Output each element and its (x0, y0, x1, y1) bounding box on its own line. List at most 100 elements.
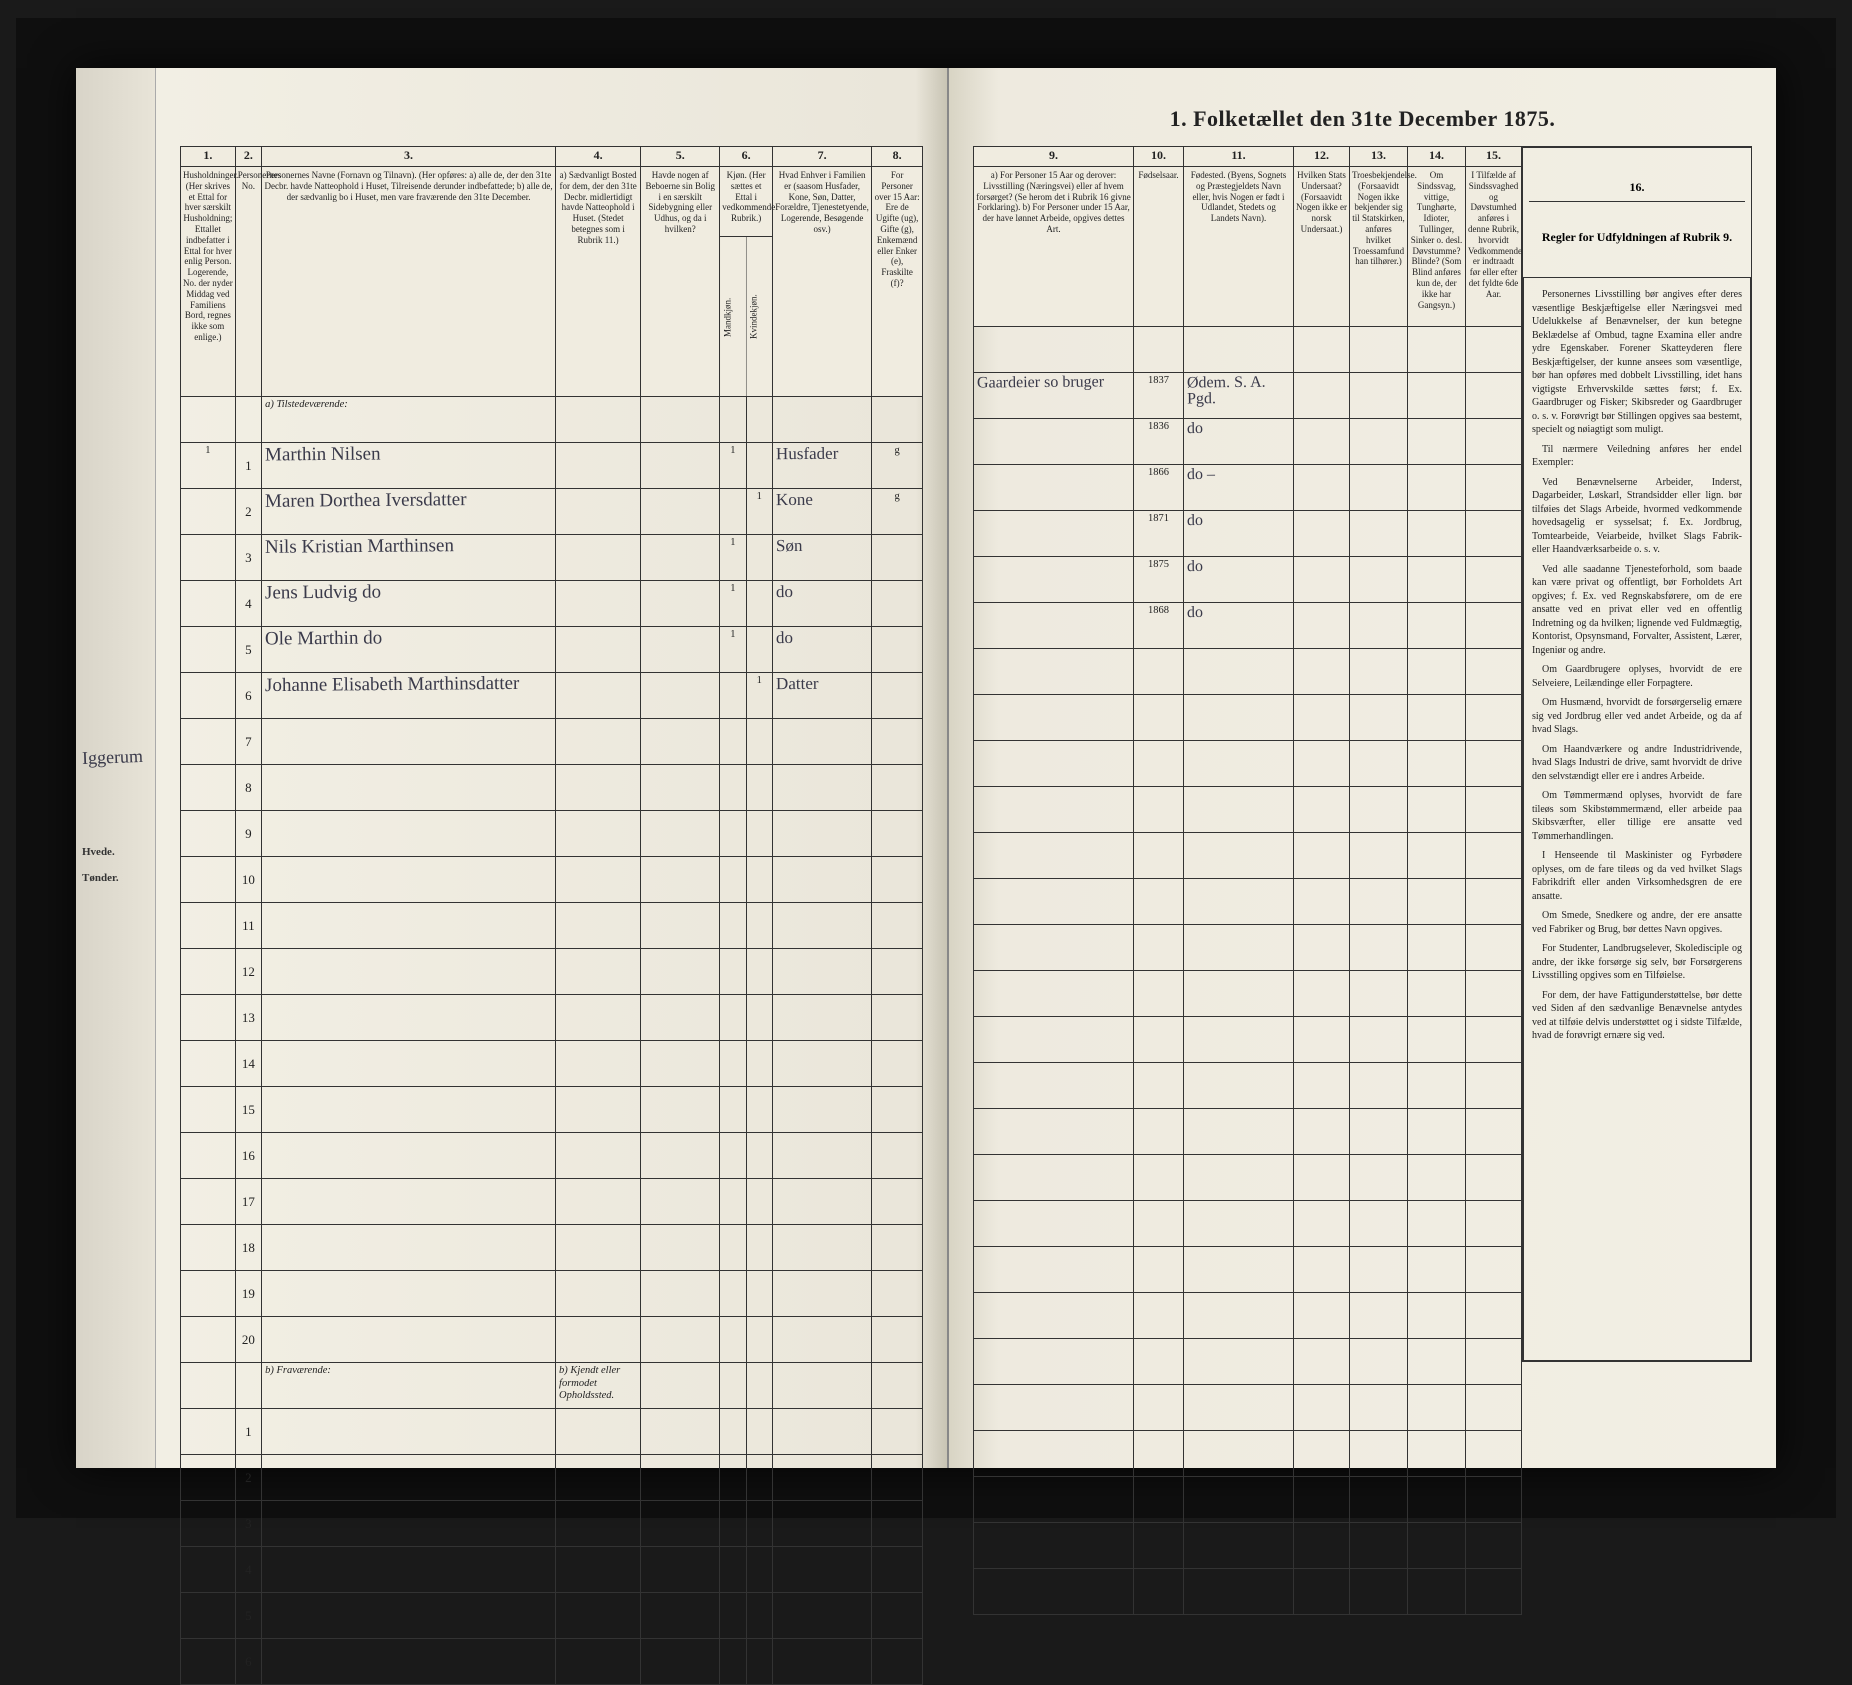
table-row: 11 (181, 903, 923, 949)
left-table-body: a) Tilstedeværende: 1 1 Marthin Nilsen 1… (181, 397, 923, 1685)
cell-disability-onset (1466, 373, 1522, 419)
sex-k-hdr: Kvindekjøn. (746, 237, 772, 397)
col13-num: 13. (1350, 147, 1408, 167)
rules-paragraph: Til nærmere Veiledning anføres her endel… (1532, 443, 1742, 470)
table-row (974, 1017, 1522, 1063)
cell-birthplace: do (1184, 419, 1294, 465)
cell-relation: Husfader (772, 443, 871, 489)
cell-disability (1408, 419, 1466, 465)
section-present-label: a) Tilstedeværende: (262, 397, 556, 443)
table-row (974, 649, 1522, 695)
cell-civil: g (872, 489, 923, 535)
header-row-r: a) For Personer 15 Aar og derover: Livss… (974, 167, 1522, 327)
left-census-table: 1. 2. 3. 4. 5. 6. 7. 8. Husholdninger. (… (180, 146, 923, 1685)
table-row: 6 (181, 1639, 923, 1685)
cell-person-no: 13 (235, 995, 261, 1041)
cell-religion (1350, 419, 1408, 465)
cell-civil: g (872, 443, 923, 489)
table-row: 3 Nils Kristian Marthinsen 1 Søn (181, 535, 923, 581)
cell-hh: 1 (181, 443, 236, 489)
cell-nationality (1294, 465, 1350, 511)
table-row: 5 (181, 1593, 923, 1639)
cell-hh (181, 627, 236, 673)
cell-name: Johanne Elisabeth Marthinsdatter (262, 673, 556, 719)
colnum-row: 1. 2. 3. 4. 5. 6. 7. 8. (181, 147, 923, 167)
cell-person-no: 6 (235, 673, 261, 719)
cell-outbuilding (641, 673, 720, 719)
cell-disability (1408, 557, 1466, 603)
rules-paragraph: Om Gaardbrugere oplyses, hvorvidt de ere… (1532, 663, 1742, 690)
cell-relation: Kone (772, 489, 871, 535)
cell-birthplace: do (1184, 603, 1294, 649)
cell-disability (1408, 373, 1466, 419)
table-row (974, 1523, 1522, 1569)
col6-num: 6. (720, 147, 773, 167)
cell-person-no: 1 (235, 443, 261, 489)
cell-religion (1350, 511, 1408, 557)
table-row: 6 Johanne Elisabeth Marthinsdatter 1 Dat… (181, 673, 923, 719)
col3-num: 3. (262, 147, 556, 167)
section-absent-row-r (974, 1293, 1522, 1339)
col2-hdr: Personernes No. (235, 167, 261, 397)
table-row: 19 (181, 1271, 923, 1317)
col4-num: 4. (556, 147, 641, 167)
cell-sex-m (720, 673, 746, 719)
cell-sex-m: 1 (720, 627, 746, 673)
table-row (974, 879, 1522, 925)
table-row: 7 (181, 719, 923, 765)
cell-occupation (974, 557, 1134, 603)
cell-person-no: 15 (235, 1087, 261, 1133)
left-page: 1. 2. 3. 4. 5. 6. 7. 8. Husholdninger. (… (156, 68, 949, 1468)
section-absent-label: b) Fraværende: (262, 1363, 556, 1409)
cell-name: Ole Marthin do (262, 627, 556, 673)
table-row (974, 971, 1522, 1017)
stub-script: Iggerum (82, 747, 144, 767)
table-row: 1 (181, 1409, 923, 1455)
cell-disability-onset (1466, 419, 1522, 465)
col6-hdr: Kjøn. (Her sættes et Ettal i vedkommende… (720, 167, 773, 237)
col9-num: 9. (974, 147, 1134, 167)
rules-paragraph: Ved alle saadanne Tjenesteforhold, som b… (1532, 563, 1742, 658)
cell-domicile (556, 489, 641, 535)
cell-outbuilding (641, 627, 720, 673)
col10-num: 10. (1134, 147, 1184, 167)
rules-paragraph: Personernes Livsstilling bør angives eft… (1532, 288, 1742, 437)
rules-paragraph: For Studenter, Landbrugselever, Skoledis… (1532, 942, 1742, 983)
cell-outbuilding (641, 581, 720, 627)
right-census-table: 9. 10. 11. 12. 13. 14. 15. a) For Person… (973, 146, 1522, 1615)
col9-hdr: a) For Personer 15 Aar og derover: Livss… (974, 167, 1134, 327)
cell-person-no: 20 (235, 1317, 261, 1363)
table-row: 8 (181, 765, 923, 811)
col14-hdr: Om Sindssvag, vittige, Tunghørte, Idiote… (1408, 167, 1466, 327)
cell-birthyear: 1875 (1134, 557, 1184, 603)
table-row (974, 833, 1522, 879)
table-row: 10 (181, 857, 923, 903)
table-row: 5 Ole Marthin do 1 do (181, 627, 923, 673)
cell-nationality (1294, 373, 1350, 419)
col1-hdr: Husholdninger. (Her skrives et Ettal for… (181, 167, 236, 397)
cell-person-no: 5 (235, 1593, 261, 1639)
col11-num: 11. (1184, 147, 1294, 167)
col10-hdr: Fødselsaar. (1134, 167, 1184, 327)
cell-relation: Datter (772, 673, 871, 719)
cell-religion (1350, 603, 1408, 649)
col8-hdr: For Personer over 15 Aar: Ere de Ugifte … (872, 167, 923, 397)
cell-outbuilding (641, 443, 720, 489)
cell-birthyear: 1868 (1134, 603, 1184, 649)
table-row (974, 1385, 1522, 1431)
cell-civil (872, 627, 923, 673)
table-row (974, 1569, 1522, 1615)
table-row: 9 (181, 811, 923, 857)
col7-num: 7. (772, 147, 871, 167)
cell-domicile (556, 581, 641, 627)
cell-birthyear: 1866 (1134, 465, 1184, 511)
cell-nationality (1294, 419, 1350, 465)
cell-domicile (556, 627, 641, 673)
cell-occupation: Gaardeier so bruger (974, 373, 1134, 419)
col7-hdr: Hvad Enhver i Familien er (saasom Husfad… (772, 167, 871, 397)
table-row (974, 1155, 1522, 1201)
cell-name: Marthin Nilsen (262, 443, 556, 489)
cell-person-no: 6 (235, 1639, 261, 1685)
table-row: 1866 do – (974, 465, 1522, 511)
cell-birthyear: 1871 (1134, 511, 1184, 557)
